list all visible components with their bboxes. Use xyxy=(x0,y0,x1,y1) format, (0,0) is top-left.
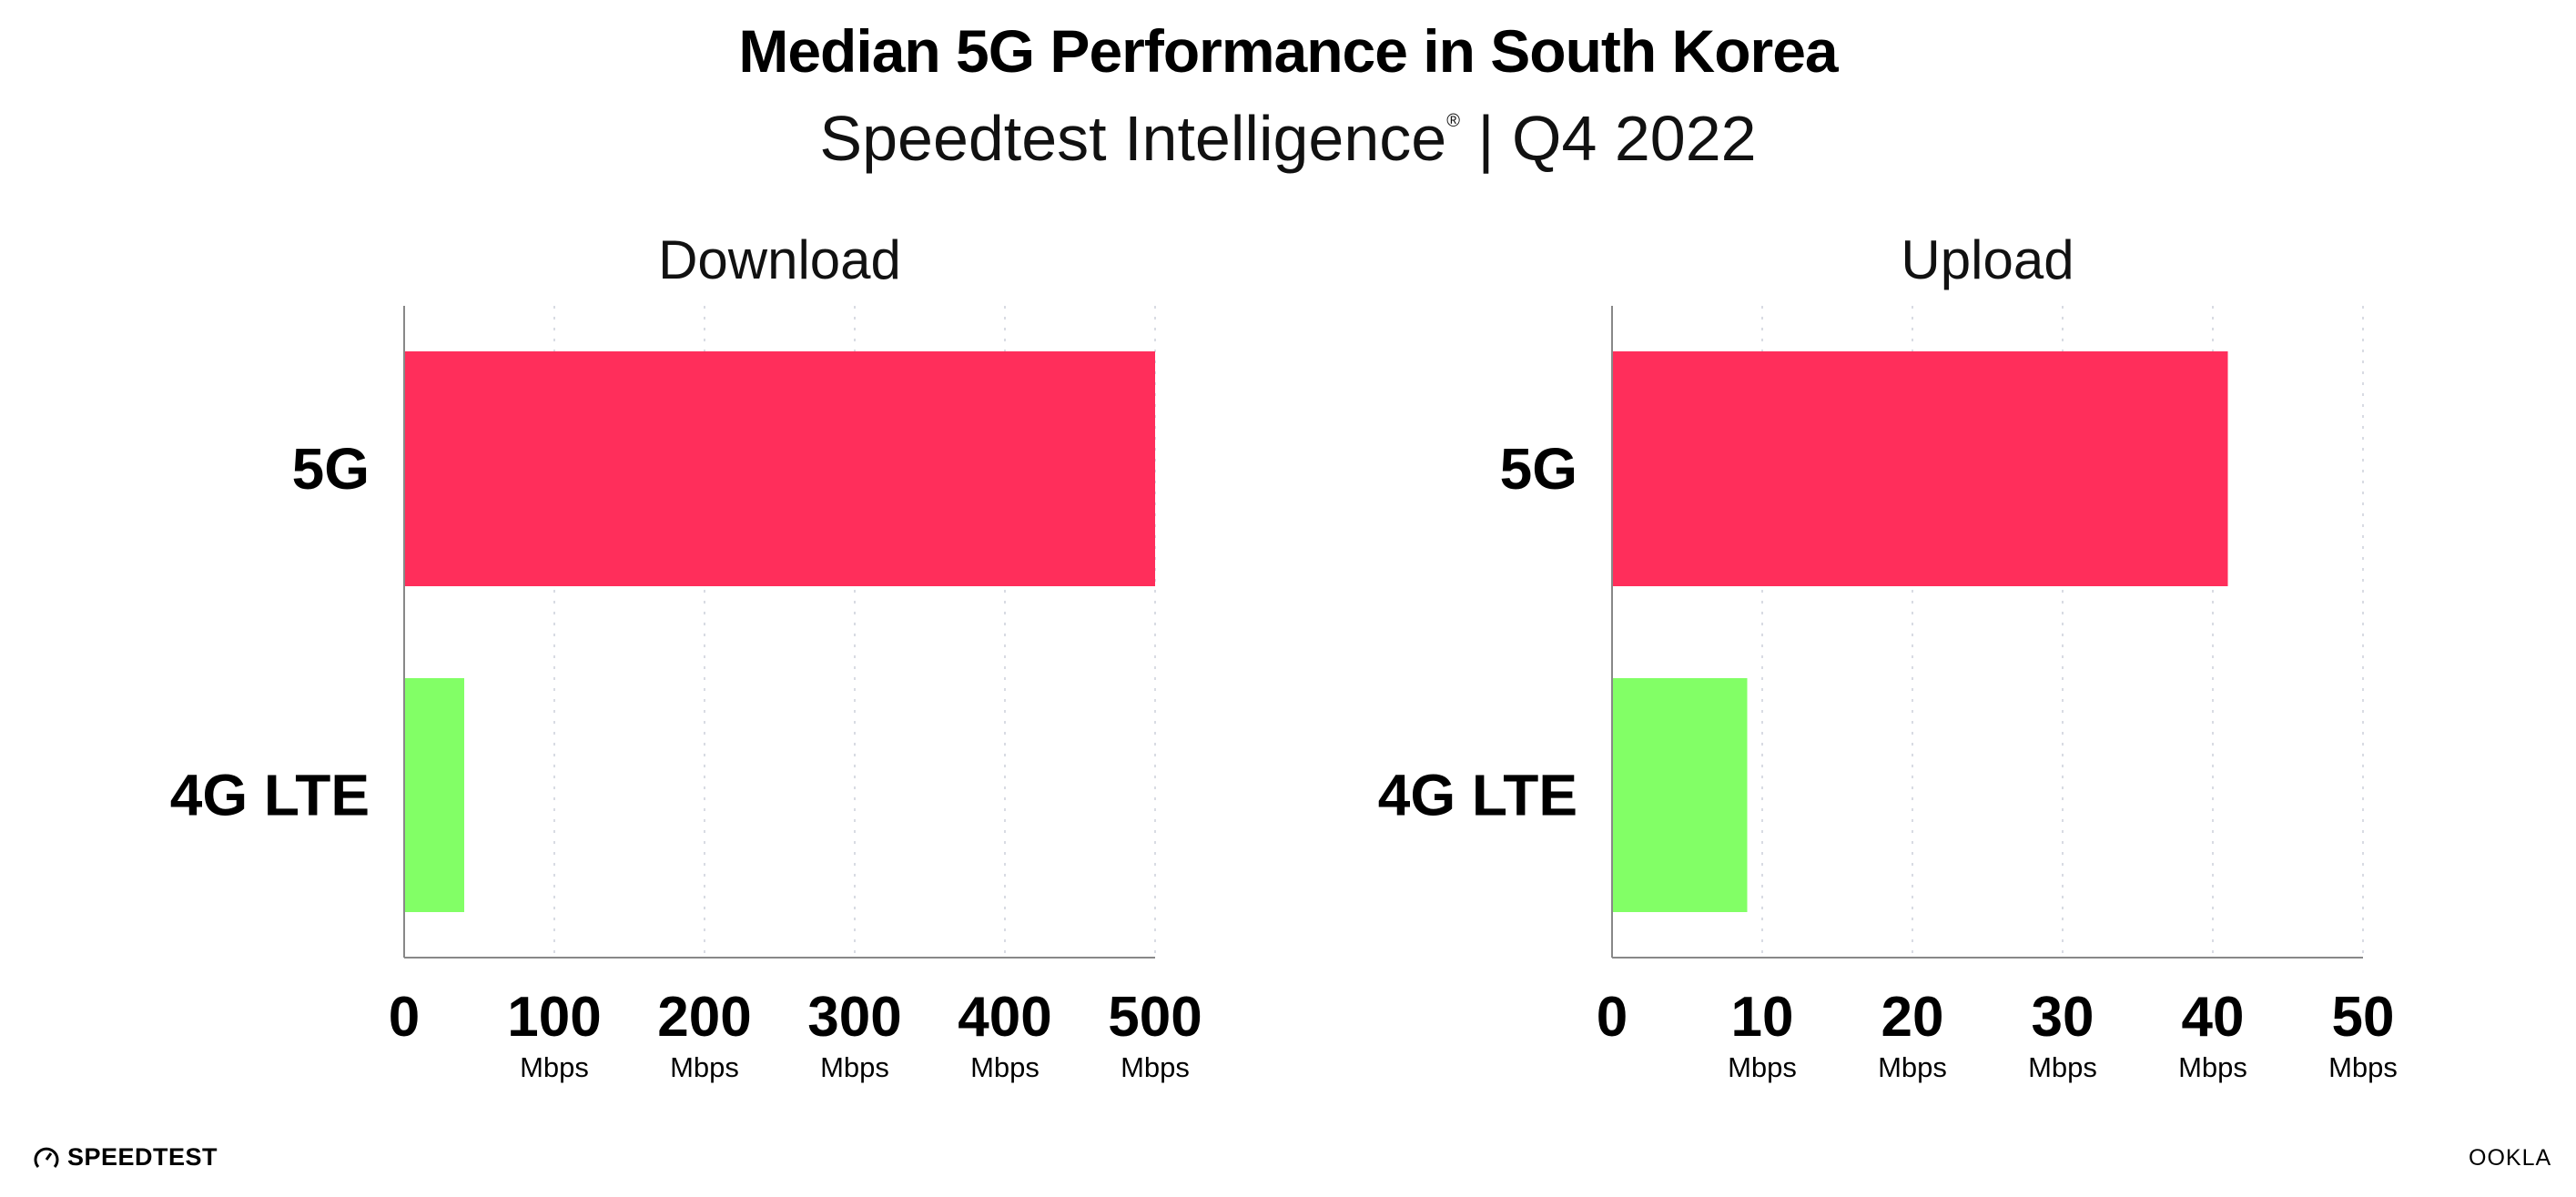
bar-5g xyxy=(404,351,1155,586)
speedometer-icon xyxy=(34,1147,59,1168)
category-label: 4G LTE xyxy=(170,763,370,828)
x-tick-unit: Mbps xyxy=(670,1051,739,1083)
x-tick-label: 100 xyxy=(507,986,601,1049)
chart-subtitle: Speedtest Intelligence® | Q4 2022 xyxy=(0,102,2576,175)
chart-title: Median 5G Performance in South Korea xyxy=(738,17,1838,85)
speedtest-logo-text: SPEEDTEST xyxy=(67,1143,218,1171)
x-tick-label: 20 xyxy=(1881,986,1944,1049)
bar-5g xyxy=(1612,351,2228,586)
x-tick-label: 300 xyxy=(807,986,901,1049)
x-tick-unit: Mbps xyxy=(2178,1051,2247,1083)
category-label: 4G LTE xyxy=(1378,763,1577,828)
panel-title: Upload xyxy=(1901,229,2074,290)
x-tick-unit: Mbps xyxy=(970,1051,1040,1083)
x-tick-unit: Mbps xyxy=(2028,1051,2097,1083)
x-tick-unit: Mbps xyxy=(820,1051,889,1083)
speedtest-logo: SPEEDTEST xyxy=(33,1143,218,1172)
x-tick-unit: Mbps xyxy=(1121,1051,1190,1083)
category-label: 5G xyxy=(292,436,370,502)
x-tick-unit: Mbps xyxy=(520,1051,589,1083)
category-label: 5G xyxy=(1500,436,1577,502)
x-tick-label: 0 xyxy=(389,986,420,1049)
x-tick-label: 30 xyxy=(2032,986,2094,1049)
x-tick-label: 200 xyxy=(657,986,751,1049)
ookla-logo: OOKLA xyxy=(2469,1145,2552,1171)
panel-title: Download xyxy=(658,229,901,290)
x-tick-unit: Mbps xyxy=(2328,1051,2398,1083)
x-tick-label: 40 xyxy=(2182,986,2245,1049)
x-tick-label: 500 xyxy=(1108,986,1202,1049)
registered-mark: ® xyxy=(1446,111,1460,131)
x-tick-unit: Mbps xyxy=(1878,1051,1947,1083)
x-tick-unit: Mbps xyxy=(1728,1051,1797,1083)
subtitle-source: Speedtest Intelligence xyxy=(819,103,1447,174)
x-tick-label: 50 xyxy=(2332,986,2395,1049)
x-tick-label: 10 xyxy=(1731,986,1794,1049)
bar-4g-lte xyxy=(404,678,464,912)
subtitle-period: | Q4 2022 xyxy=(1459,103,1757,174)
bar-4g-lte xyxy=(1612,678,1748,912)
x-tick-label: 400 xyxy=(958,986,1051,1049)
x-tick-label: 0 xyxy=(1597,986,1628,1049)
